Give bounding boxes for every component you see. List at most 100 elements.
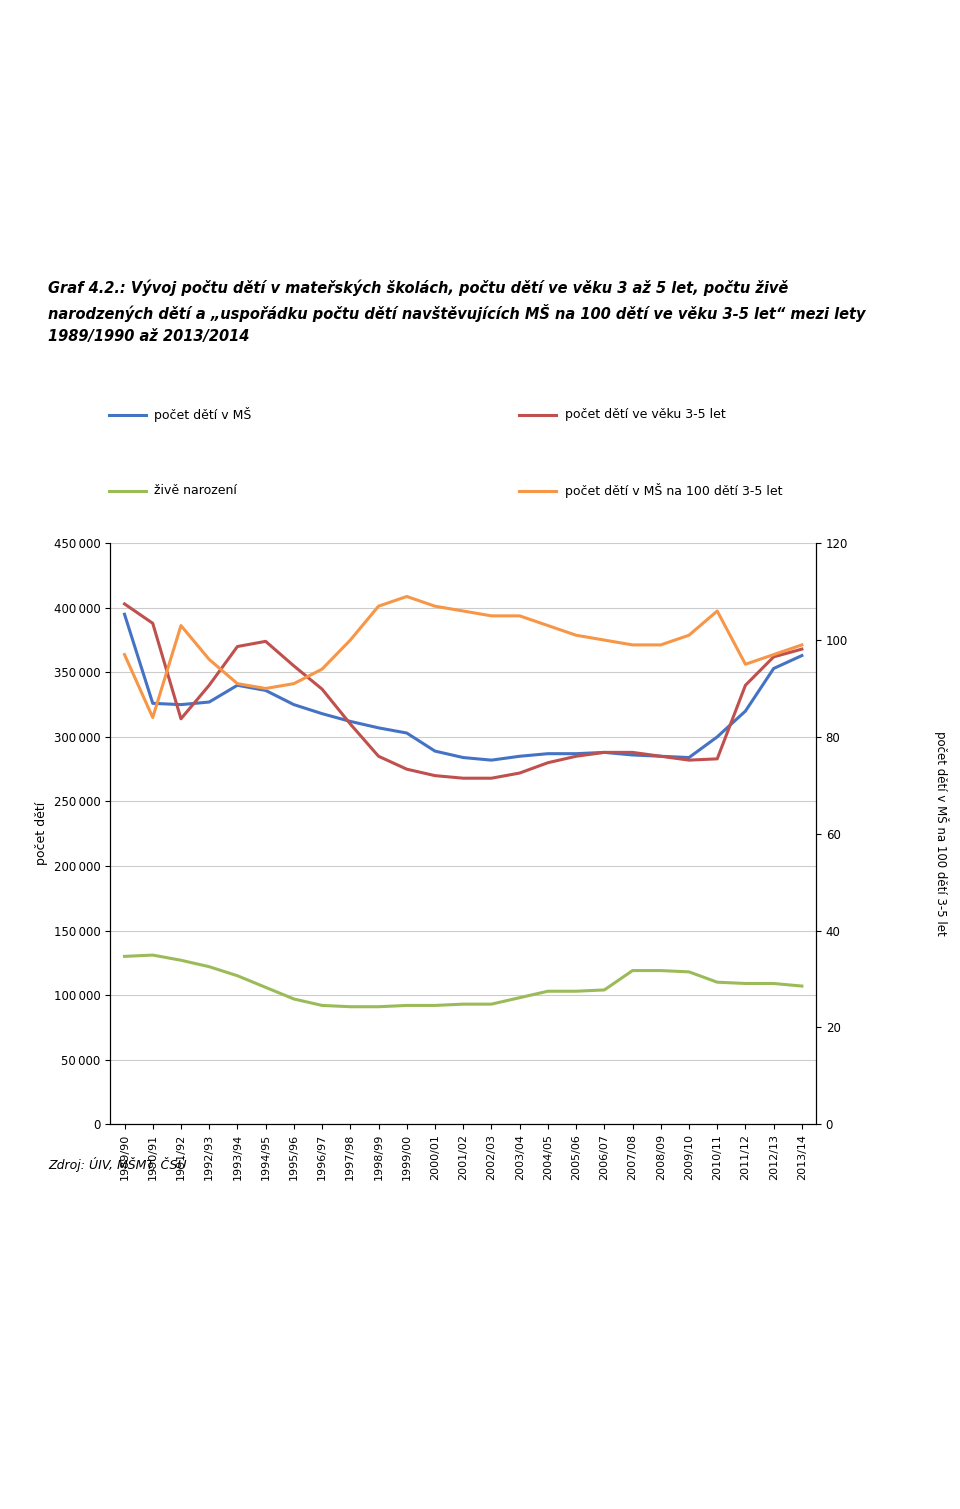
počet dětí v MŠ na 100 dětí 3-5 let	[119, 646, 131, 664]
počet dětí ve věku 3-5 let	[542, 753, 554, 771]
počet dětí v MŠ	[260, 682, 272, 700]
počet dětí ve věku 3-5 let	[119, 595, 131, 613]
počet dětí v MŠ	[175, 696, 186, 714]
počet dětí v MŠ na 100 dětí 3-5 let	[486, 607, 497, 625]
počet dětí ve věku 3-5 let	[796, 640, 807, 658]
počet dětí v MŠ	[457, 748, 468, 767]
živě narození	[542, 982, 554, 1000]
počet dětí v MŠ na 100 dětí 3-5 let	[599, 631, 611, 649]
počet dětí v MŠ	[655, 747, 666, 765]
počet dětí v MŠ	[711, 727, 723, 745]
počet dětí v MŠ	[345, 712, 356, 730]
počet dětí v MŠ na 100 dětí 3-5 let	[401, 587, 413, 605]
počet dětí v MŠ	[768, 659, 780, 678]
počet dětí ve věku 3-5 let	[429, 767, 441, 785]
počet dětí ve věku 3-5 let	[147, 614, 158, 632]
počet dětí ve věku 3-5 let	[599, 744, 611, 762]
počet dětí v MŠ na 100 dětí 3-5 let	[260, 679, 272, 697]
počet dětí ve věku 3-5 let	[627, 744, 638, 762]
živě narození	[204, 958, 215, 976]
živě narození	[345, 997, 356, 1016]
počet dětí v MŠ	[684, 748, 695, 767]
počet dětí v MŠ na 100 dětí 3-5 let	[796, 635, 807, 653]
počet dětí ve věku 3-5 let	[288, 656, 300, 675]
živě narození	[372, 997, 384, 1016]
počet dětí v MŠ	[147, 694, 158, 712]
počet dětí v MŠ na 100 dětí 3-5 let	[204, 650, 215, 668]
počet dětí v MŠ na 100 dětí 3-5 let	[147, 709, 158, 727]
počet dětí v MŠ na 100 dětí 3-5 let	[740, 655, 752, 673]
živě narození	[457, 994, 468, 1013]
živě narození	[486, 994, 497, 1013]
živě narození	[711, 973, 723, 991]
počet dětí v MŠ na 100 dětí 3-5 let	[655, 635, 666, 653]
počet dětí v MŠ na 100 dětí 3-5 let	[429, 598, 441, 616]
počet dětí ve věku 3-5 let	[372, 747, 384, 765]
počet dětí v MŠ na 100 dětí 3-5 let	[175, 617, 186, 635]
živě narození	[599, 981, 611, 999]
živě narození	[655, 961, 666, 979]
živě narození	[317, 996, 328, 1014]
počet dětí v MŠ na 100 dětí 3-5 let	[372, 598, 384, 616]
živě narození	[147, 946, 158, 964]
počet dětí ve věku 3-5 let	[457, 770, 468, 788]
Line: počet dětí ve věku 3-5 let: počet dětí ve věku 3-5 let	[125, 604, 802, 779]
počet dětí v MŠ	[288, 696, 300, 714]
počet dětí ve věku 3-5 let	[486, 770, 497, 788]
počet dětí v MŠ	[796, 646, 807, 664]
počet dětí v MŠ	[599, 744, 611, 762]
Text: počet dětí v MŠ na 100 dětí 3-5 let: počet dětí v MŠ na 100 dětí 3-5 let	[564, 483, 782, 498]
počet dětí v MŠ na 100 dětí 3-5 let	[627, 635, 638, 653]
počet dětí ve věku 3-5 let	[514, 764, 525, 782]
počet dětí v MŠ	[401, 724, 413, 742]
živě narození	[684, 963, 695, 981]
živě narození	[740, 975, 752, 993]
počet dětí v MŠ	[486, 751, 497, 770]
počet dětí ve věku 3-5 let	[317, 681, 328, 699]
živě narození	[288, 990, 300, 1008]
počet dětí v MŠ na 100 dětí 3-5 let	[711, 602, 723, 620]
živě narození	[429, 996, 441, 1014]
počet dětí v MŠ na 100 dětí 3-5 let	[570, 626, 582, 644]
počet dětí v MŠ	[231, 676, 243, 694]
počet dětí v MŠ	[119, 605, 131, 623]
počet dětí v MŠ na 100 dětí 3-5 let	[317, 659, 328, 678]
počet dětí v MŠ na 100 dětí 3-5 let	[288, 675, 300, 693]
počet dětí ve věku 3-5 let	[768, 647, 780, 665]
počet dětí ve věku 3-5 let	[655, 747, 666, 765]
počet dětí v MŠ na 100 dětí 3-5 let	[231, 675, 243, 693]
živě narození	[768, 975, 780, 993]
počet dětí ve věku 3-5 let	[231, 637, 243, 655]
počet dětí ve věku 3-5 let	[260, 632, 272, 650]
počet dětí v MŠ	[740, 702, 752, 720]
živě narození	[260, 978, 272, 996]
počet dětí v MŠ	[570, 744, 582, 762]
počet dětí ve věku 3-5 let	[401, 761, 413, 779]
počet dětí v MŠ	[429, 742, 441, 761]
Y-axis label: počet dětí v MŠ na 100 dětí 3-5 let: počet dětí v MŠ na 100 dětí 3-5 let	[934, 732, 949, 936]
počet dětí v MŠ na 100 dětí 3-5 let	[457, 602, 468, 620]
počet dětí v MŠ	[514, 747, 525, 765]
Text: živě narození: živě narození	[155, 484, 237, 498]
Text: počet dětí ve věku 3-5 let: počet dětí ve věku 3-5 let	[564, 407, 726, 421]
počet dětí v MŠ	[627, 745, 638, 764]
počet dětí ve věku 3-5 let	[570, 747, 582, 765]
Y-axis label: počet dětí: počet dětí	[36, 803, 48, 865]
živě narození	[231, 967, 243, 985]
počet dětí v MŠ	[372, 718, 384, 736]
počet dětí v MŠ na 100 dětí 3-5 let	[345, 631, 356, 649]
Text: Zdroj: ÚIV, MŠMT, ČSÚ: Zdroj: ÚIV, MŠMT, ČSÚ	[48, 1157, 186, 1172]
živě narození	[796, 976, 807, 994]
Line: počet dětí v MŠ: počet dětí v MŠ	[125, 614, 802, 761]
počet dětí ve věku 3-5 let	[175, 709, 186, 727]
živě narození	[175, 951, 186, 969]
Text: počet dětí v MŠ: počet dětí v MŠ	[155, 407, 252, 423]
počet dětí ve věku 3-5 let	[711, 750, 723, 768]
počet dětí ve věku 3-5 let	[684, 751, 695, 770]
počet dětí ve věku 3-5 let	[345, 715, 356, 733]
živě narození	[627, 961, 638, 979]
živě narození	[514, 988, 525, 1007]
Line: počet dětí v MŠ na 100 dětí 3-5 let: počet dětí v MŠ na 100 dětí 3-5 let	[125, 596, 802, 718]
počet dětí v MŠ	[542, 744, 554, 762]
Text: Graf 4.2.: Vývoj počtu dětí v mateřských školách, počtu dětí ve věku 3 až 5 let,: Graf 4.2.: Vývoj počtu dětí v mateřských…	[48, 279, 866, 344]
